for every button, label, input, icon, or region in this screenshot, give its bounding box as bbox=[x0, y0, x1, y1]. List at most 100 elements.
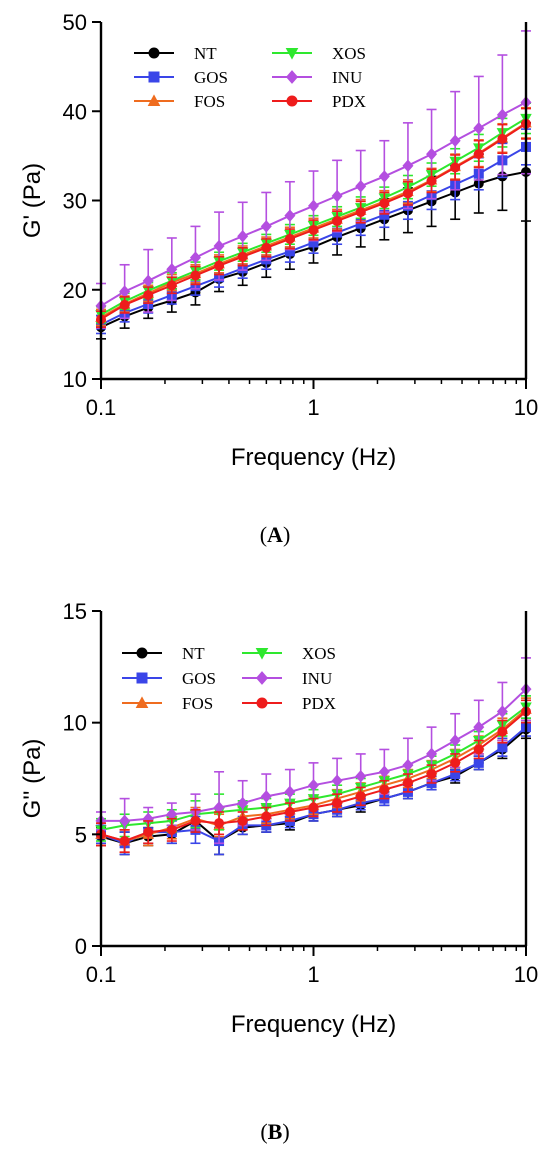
y-axis-title: G'' (Pa) bbox=[19, 739, 46, 819]
data-point bbox=[284, 233, 295, 244]
data-point bbox=[332, 227, 343, 238]
data-point bbox=[213, 801, 225, 814]
legend-marker bbox=[148, 47, 160, 59]
legend-marker bbox=[136, 647, 148, 659]
data-point bbox=[402, 758, 414, 772]
x-tick-label: 0.1 bbox=[86, 395, 117, 420]
data-point bbox=[142, 274, 154, 288]
data-point bbox=[166, 280, 177, 291]
data-point bbox=[119, 836, 130, 847]
legend-label: GOS bbox=[182, 669, 216, 688]
data-point bbox=[355, 791, 366, 802]
y-tick-label: 10 bbox=[63, 367, 87, 392]
legend-item-inu: INU bbox=[242, 669, 332, 688]
data-point bbox=[166, 824, 177, 835]
data-point bbox=[402, 777, 413, 788]
y-tick-label: 5 bbox=[75, 822, 87, 847]
legend-item-fos: FOS bbox=[122, 694, 213, 713]
data-point bbox=[497, 133, 508, 144]
data-point bbox=[260, 220, 272, 233]
data-point bbox=[284, 785, 296, 799]
data-point bbox=[119, 285, 131, 298]
panel-label-a: (A) bbox=[259, 522, 291, 547]
legend-marker bbox=[285, 48, 299, 60]
x-axis-title: Frequency (Hz) bbox=[231, 444, 396, 471]
legend-marker bbox=[136, 672, 148, 684]
legend-marker bbox=[286, 95, 298, 107]
data-point bbox=[496, 705, 508, 718]
chart-b: 0 5 10 15 0.1 1 10 Frequency (Hz) G'' (Pa) NT GOS F… bbox=[19, 599, 538, 1038]
legend-item-gos: GOS bbox=[122, 669, 216, 688]
data-point bbox=[379, 209, 390, 220]
x-axis-title: Frequency (Hz) bbox=[231, 1011, 396, 1038]
legend: NT GOS FOS XOS INU PDX bbox=[134, 44, 366, 111]
data-point bbox=[308, 778, 319, 792]
data-point bbox=[237, 815, 248, 826]
data-point bbox=[213, 239, 225, 253]
data-point bbox=[449, 134, 461, 147]
data-point bbox=[119, 299, 130, 310]
legend-marker bbox=[255, 648, 269, 660]
data-point bbox=[261, 811, 272, 822]
legend-label: NT bbox=[182, 644, 205, 663]
legend-marker bbox=[147, 94, 161, 106]
series-pdx bbox=[96, 699, 531, 854]
data-point bbox=[473, 757, 484, 768]
data-point bbox=[308, 224, 319, 235]
data-point bbox=[332, 216, 343, 227]
data-point bbox=[142, 812, 154, 825]
legend-item-xos: XOS bbox=[272, 44, 366, 63]
legend-label: XOS bbox=[302, 644, 336, 663]
legend-item-fos: FOS bbox=[134, 92, 225, 111]
data-point bbox=[497, 742, 508, 753]
data-point bbox=[332, 798, 343, 809]
data-point bbox=[378, 765, 390, 779]
legend-item-gos: GOS bbox=[134, 68, 228, 87]
data-point bbox=[450, 162, 461, 173]
y-axis-title: G' (Pa) bbox=[19, 163, 46, 238]
legend-marker bbox=[135, 696, 149, 708]
legend-item-inu: INU bbox=[272, 68, 362, 87]
legend-label: PDX bbox=[302, 694, 336, 713]
data-point bbox=[355, 218, 366, 229]
legend: NT GOS FOS XOS INU PDX bbox=[122, 644, 336, 713]
legend-item-nt: NT bbox=[134, 44, 217, 63]
y-tick-label: 0 bbox=[75, 934, 87, 959]
data-point bbox=[355, 207, 366, 218]
data-point bbox=[308, 237, 319, 248]
legend-label: GOS bbox=[194, 68, 228, 87]
data-point bbox=[331, 189, 343, 203]
series-inu bbox=[95, 657, 532, 845]
data-point bbox=[379, 784, 390, 795]
data-point bbox=[237, 796, 249, 810]
data-point bbox=[143, 827, 154, 838]
legend-label: INU bbox=[332, 68, 362, 87]
data-point bbox=[237, 251, 248, 262]
data-point bbox=[308, 199, 319, 213]
legend-marker bbox=[256, 697, 268, 709]
legend-label: FOS bbox=[194, 92, 225, 111]
data-point bbox=[119, 814, 131, 828]
data-point bbox=[284, 246, 295, 257]
data-point bbox=[308, 802, 319, 813]
data-point bbox=[214, 260, 225, 271]
data-point bbox=[237, 229, 249, 243]
legend-label: INU bbox=[302, 669, 332, 688]
data-point bbox=[402, 188, 413, 199]
panel-label-b: (B) bbox=[260, 1119, 290, 1144]
data-point bbox=[284, 209, 296, 222]
x-tick-label: 1 bbox=[307, 395, 319, 420]
y-tick-label: 15 bbox=[63, 599, 87, 624]
data-point bbox=[379, 198, 390, 209]
chart-a: 10 20 30 40 50 0.1 1 10 Frequency (Hz) G' (Pa) NT G… bbox=[19, 10, 538, 471]
data-point bbox=[190, 270, 201, 281]
data-point bbox=[143, 290, 154, 301]
legend-label: FOS bbox=[182, 694, 213, 713]
data-point bbox=[166, 262, 178, 276]
y-tick-label: 20 bbox=[63, 278, 87, 303]
data-point bbox=[260, 790, 272, 803]
data-point bbox=[426, 769, 437, 780]
data-point bbox=[426, 175, 437, 186]
data-point bbox=[189, 251, 201, 264]
data-point bbox=[449, 734, 461, 747]
